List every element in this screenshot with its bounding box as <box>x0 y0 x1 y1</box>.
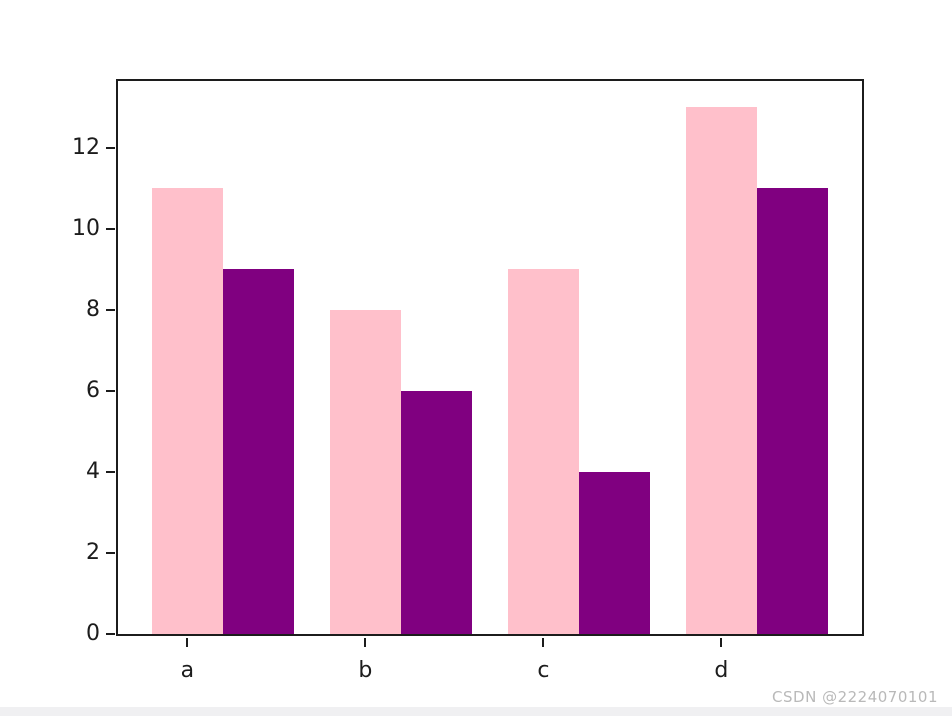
y-tick-label-12: 12 <box>72 134 100 160</box>
plot-area: 0 2 4 6 8 10 12 a b c d <box>72 79 864 682</box>
x-tick-mark-d <box>720 638 723 647</box>
y-tick-mark-6 <box>106 389 115 392</box>
x-tick-mark-a <box>186 638 189 647</box>
y-tick-label-0: 0 <box>86 621 100 646</box>
bar-purple-series-d <box>756 188 829 634</box>
bar-pink-series-d <box>685 107 757 634</box>
bar-purple-series-b <box>401 390 473 634</box>
y-tick-label-4: 4 <box>86 458 100 484</box>
y-tick-label-2: 2 <box>86 539 100 565</box>
x-tick-label-d: d <box>714 658 729 683</box>
y-tick-label-10: 10 <box>72 215 100 241</box>
bar-pink-series-b <box>329 309 401 634</box>
y-tick-mark-4 <box>106 470 115 473</box>
bottom-strip <box>0 707 952 716</box>
bar-pink-series-c <box>507 269 579 634</box>
y-tick-mark-2 <box>106 551 115 554</box>
y-tick-label-6: 6 <box>86 377 100 403</box>
x-tick-label-b: b <box>358 658 373 683</box>
y-tick-mark-8 <box>106 308 115 311</box>
y-tick-label-8: 8 <box>86 296 100 322</box>
x-tick-mark-b <box>364 638 367 647</box>
y-tick-mark-10 <box>106 227 115 230</box>
x-tick-label-a: a <box>180 658 195 683</box>
y-tick-mark-12 <box>106 146 115 149</box>
x-tick-label-c: c <box>537 658 550 683</box>
bar-pink-series-a <box>151 188 223 634</box>
bar-purple-series-c <box>578 471 651 634</box>
x-tick-mark-c <box>542 638 545 647</box>
y-tick-mark-0 <box>106 633 115 635</box>
watermark: CSDN @2224070101 <box>772 688 938 706</box>
bar-purple-series-a <box>223 269 295 634</box>
